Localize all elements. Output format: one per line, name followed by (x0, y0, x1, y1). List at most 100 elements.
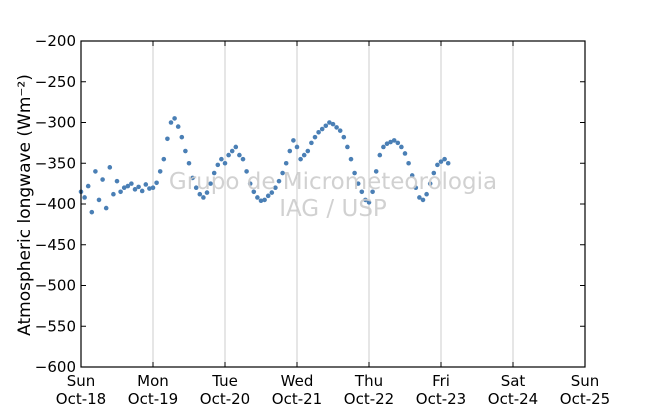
data-point (291, 138, 296, 143)
data-point (341, 134, 347, 140)
data-point (244, 169, 249, 174)
x-tick-label-date: Oct-23 (416, 390, 466, 408)
data-point (391, 138, 397, 143)
y-axis-label-group: Atmospheric longwave (Wm⁻²) (15, 74, 35, 336)
y-tick-label: −500 (35, 277, 76, 295)
data-point (118, 189, 123, 195)
data-point (211, 170, 217, 176)
data-point (402, 151, 408, 156)
data-point (129, 181, 134, 186)
data-point (370, 189, 375, 195)
y-axis: −600 −550 −500 −450 −400 −350 −300 −250 −200 (35, 32, 585, 376)
data-point (413, 185, 419, 190)
data-point (93, 169, 98, 174)
data-point (175, 124, 181, 129)
data-point (323, 123, 329, 129)
data-point (165, 136, 170, 142)
x-tick-label-day: Wed (281, 372, 314, 390)
data-point (168, 120, 174, 125)
data-point (154, 180, 159, 186)
data-point (438, 159, 444, 164)
data-point (237, 152, 242, 158)
data-point (298, 156, 303, 162)
data-point (417, 195, 422, 200)
data-point (204, 190, 210, 195)
y-tick-label: −250 (35, 73, 76, 91)
x-tick-label-day: Thu (354, 372, 383, 390)
data-point (424, 191, 429, 197)
x-tick-label-day: Sun (67, 372, 96, 390)
data-point (294, 144, 300, 150)
data-point (96, 197, 102, 203)
data-point (85, 183, 91, 189)
data-point (121, 185, 127, 190)
x-tick-label-date: Oct-24 (488, 390, 538, 408)
data-point (276, 178, 282, 184)
data-point (427, 181, 433, 186)
data-point (316, 129, 321, 135)
data-point (233, 144, 239, 150)
data-point (305, 148, 311, 154)
data-point (222, 160, 228, 166)
x-tick-label-date: Oct-20 (200, 390, 250, 408)
data-point (240, 156, 246, 162)
data-point (143, 182, 149, 187)
y-tick-label: −350 (35, 154, 76, 172)
data-point (183, 148, 188, 154)
data-point (157, 169, 163, 174)
data-point (363, 197, 368, 203)
data-point (103, 205, 109, 211)
y-tick-label: −400 (35, 195, 76, 213)
data-point (215, 162, 221, 168)
data-point (330, 121, 336, 127)
data-point (150, 185, 156, 190)
y-tick-label: −450 (35, 236, 76, 254)
data-point (258, 198, 264, 204)
watermark-text: Grupo de Micrometeorologia (169, 169, 497, 195)
data-point (186, 160, 192, 166)
watermark-text: IAG / USP (279, 196, 387, 222)
y-tick-label: −600 (35, 358, 76, 376)
data-point (388, 139, 393, 145)
data-point (309, 140, 314, 146)
data-point (283, 160, 289, 166)
data-point (139, 188, 145, 194)
data-point (442, 156, 447, 162)
data-point (345, 144, 350, 150)
data-point (395, 140, 401, 146)
y-tick-label: −200 (35, 32, 76, 50)
y-tick-label: −550 (35, 317, 76, 335)
x-tick-label-day: Sat (501, 372, 526, 390)
data-point (319, 126, 325, 132)
data-point (197, 191, 203, 197)
data-point (247, 181, 253, 186)
data-point (265, 193, 271, 199)
data-point (208, 181, 213, 186)
data-point (409, 173, 415, 178)
data-point (366, 200, 372, 205)
x-axis: SunOct-18MonOct-19TueOct-20WedOct-21ThuO… (56, 41, 610, 408)
data-point (201, 195, 206, 200)
data-point (269, 190, 275, 195)
data-point (312, 134, 318, 140)
data-point (147, 186, 152, 191)
data-point (352, 170, 357, 176)
x-tick-label-date: Oct-18 (56, 390, 106, 408)
data-point (172, 116, 177, 121)
data-point (280, 170, 285, 176)
x-tick-label-day: Fri (432, 372, 450, 390)
x-tick-label-day: Tue (211, 372, 238, 390)
data-point (381, 144, 386, 150)
data-point (377, 152, 383, 158)
x-tick-label-day: Sun (571, 372, 600, 390)
data-point (111, 191, 116, 197)
data-point (114, 178, 120, 184)
x-tick-label-date: Oct-19 (128, 390, 178, 408)
data-point (251, 189, 257, 195)
data-point (229, 148, 235, 154)
data-point (193, 185, 199, 190)
data-point (82, 195, 87, 200)
